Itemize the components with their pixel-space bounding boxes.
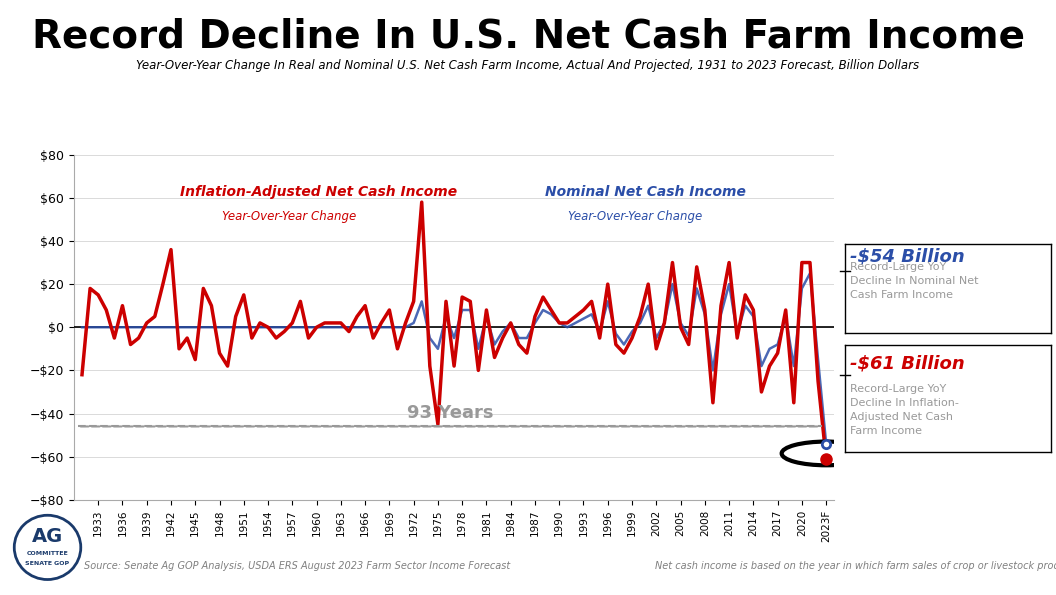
Text: Year-Over-Year Change: Year-Over-Year Change: [222, 210, 357, 223]
Circle shape: [15, 515, 81, 580]
Text: Record-Large YoY
Decline In Nominal Net
Cash Farm Income: Record-Large YoY Decline In Nominal Net …: [850, 261, 979, 299]
Text: SENATE GOP: SENATE GOP: [25, 560, 70, 566]
Text: Record-Large YoY
Decline In Inflation-
Adjusted Net Cash
Farm Income: Record-Large YoY Decline In Inflation- A…: [850, 384, 959, 436]
Text: Nominal Net Cash Income: Nominal Net Cash Income: [545, 185, 747, 199]
Text: -$61 Billion: -$61 Billion: [850, 355, 965, 373]
Text: Record Decline In U.S. Net Cash Farm Income: Record Decline In U.S. Net Cash Farm Inc…: [32, 18, 1024, 56]
Text: COMMITTEE: COMMITTEE: [26, 550, 69, 556]
Text: Inflation-Adjusted Net Cash Income: Inflation-Adjusted Net Cash Income: [181, 185, 457, 199]
Text: Year-Over-Year Change In Real and Nominal U.S. Net Cash Farm Income, Actual And : Year-Over-Year Change In Real and Nomina…: [136, 60, 920, 73]
Text: Net cash income is based on the year in which farm sales of crop or livestock pr: Net cash income is based on the year in …: [655, 561, 1056, 571]
Text: Year-Over-Year Change: Year-Over-Year Change: [568, 210, 702, 223]
Circle shape: [781, 441, 870, 465]
Text: 93 Years: 93 Years: [407, 404, 493, 422]
Text: -$54 Billion: -$54 Billion: [850, 248, 965, 266]
Text: AG: AG: [32, 527, 63, 546]
Text: Source: Senate Ag GOP Analysis, USDA ERS August 2023 Farm Sector Income Forecast: Source: Senate Ag GOP Analysis, USDA ERS…: [84, 561, 511, 571]
